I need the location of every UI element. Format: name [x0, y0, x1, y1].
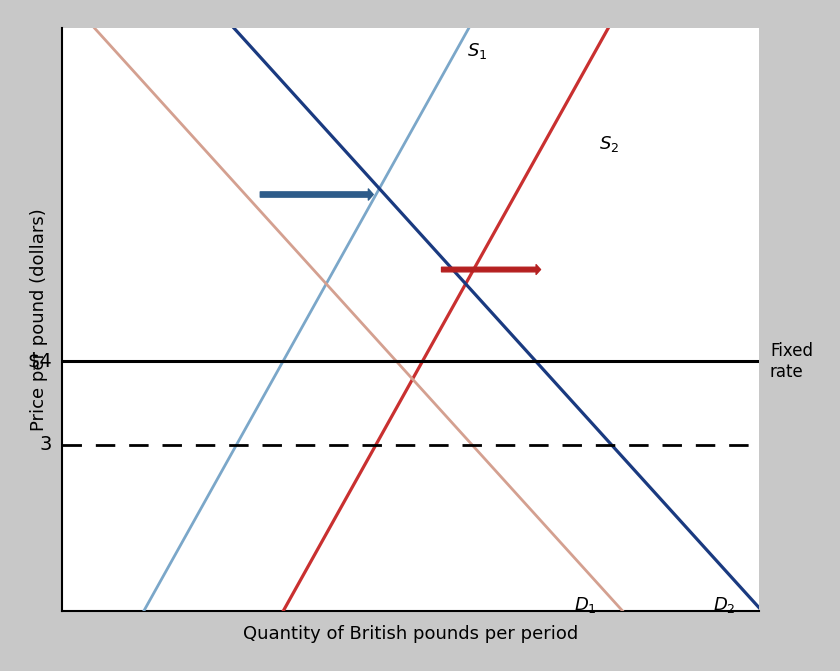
- Text: $S_2$: $S_2$: [599, 134, 619, 154]
- Y-axis label: Price per pound (dollars): Price per pound (dollars): [30, 208, 49, 431]
- Text: $D_1$: $D_1$: [574, 595, 596, 615]
- Text: $D_2$: $D_2$: [713, 595, 736, 615]
- X-axis label: Quantity of British pounds per period: Quantity of British pounds per period: [244, 625, 579, 643]
- Text: $4: $4: [27, 352, 52, 371]
- Text: $S_1$: $S_1$: [467, 41, 487, 61]
- Text: Fixed
rate: Fixed rate: [770, 342, 813, 380]
- Text: 3: 3: [39, 435, 52, 454]
